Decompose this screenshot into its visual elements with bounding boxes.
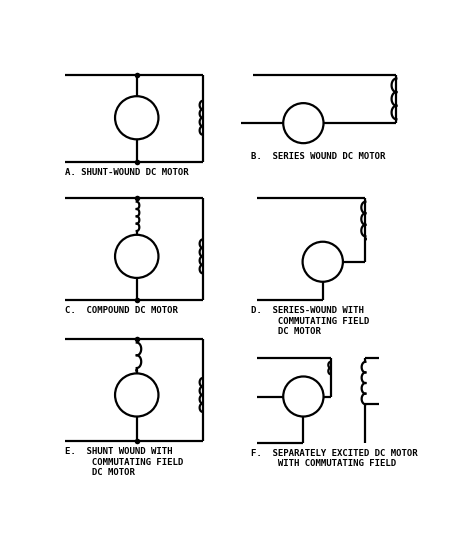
Text: E.  SHUNT WOUND WITH
     COMMUTATING FIELD
     DC MOTOR: E. SHUNT WOUND WITH COMMUTATING FIELD DC… bbox=[65, 447, 184, 477]
Text: D.  SERIES-WOUND WITH
     COMMUTATING FIELD
     DC MOTOR: D. SERIES-WOUND WITH COMMUTATING FIELD D… bbox=[251, 306, 370, 336]
Text: A. SHUNT-WOUND DC MOTOR: A. SHUNT-WOUND DC MOTOR bbox=[65, 168, 189, 177]
Text: B.  SERIES WOUND DC MOTOR: B. SERIES WOUND DC MOTOR bbox=[251, 153, 386, 161]
Text: C.  COMPOUND DC MOTOR: C. COMPOUND DC MOTOR bbox=[65, 306, 178, 316]
Text: F.  SEPARATELY EXCITED DC MOTOR
     WITH COMMUTATING FIELD: F. SEPARATELY EXCITED DC MOTOR WITH COMM… bbox=[251, 449, 418, 468]
